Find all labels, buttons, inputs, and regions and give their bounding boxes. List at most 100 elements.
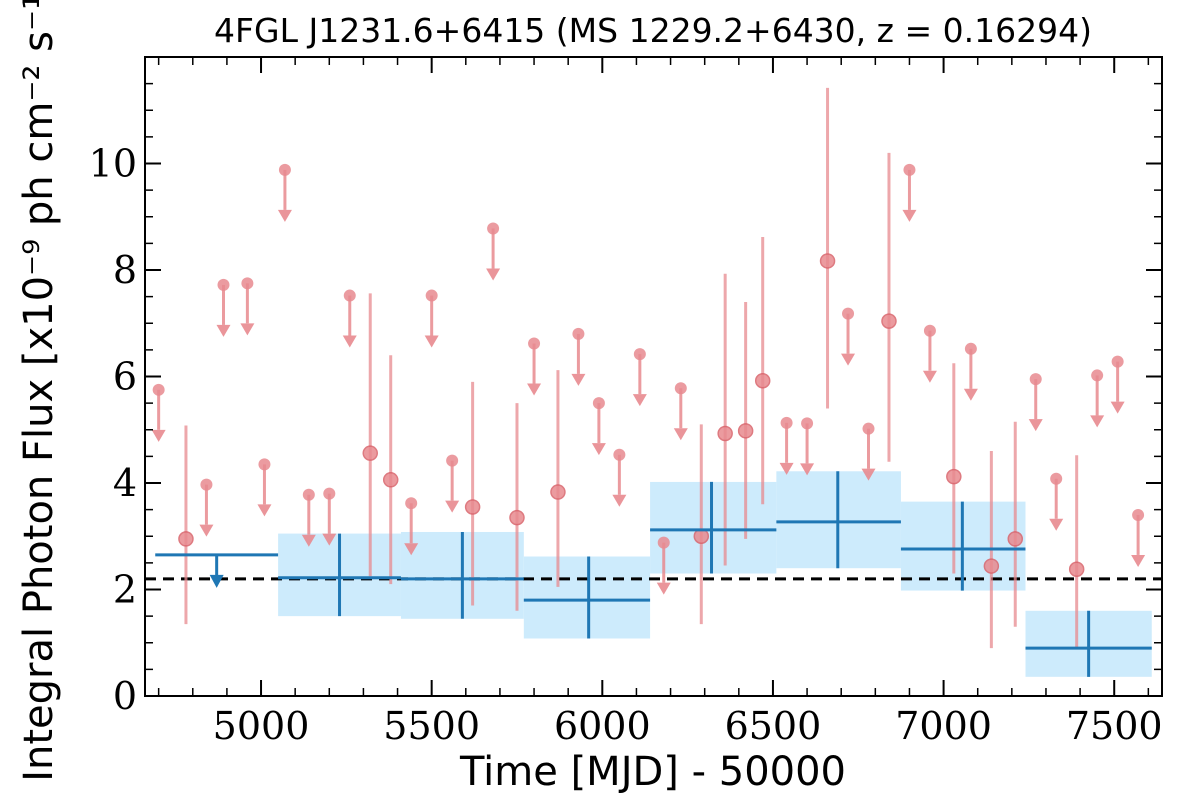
- upper-limit-arrowhead: [1049, 518, 1064, 531]
- upper-limit-arrowhead: [632, 394, 647, 407]
- upper-limit-marker: [572, 327, 585, 340]
- upper-limit-arrowhead: [240, 323, 255, 336]
- short-bin-detection: [819, 87, 836, 409]
- upper-limit-arrowhead: [861, 468, 876, 481]
- y-tick-labels: 0 2 4 6 8 10: [89, 142, 137, 719]
- long-bin-layer: [155, 471, 1152, 677]
- long-bin-upper-limit: [155, 553, 279, 588]
- upper-limit-arrowhead: [779, 462, 794, 475]
- upper-limit-marker: [842, 307, 855, 320]
- long-bin-detection: [278, 533, 401, 617]
- x-tick-labels: 5000 5500 6000 6500 7000 7500: [213, 704, 1163, 748]
- short-bin-upper-limit: [1049, 472, 1064, 531]
- short-bin-upper-limit: [571, 327, 586, 386]
- short-bin-upper-limit: [1131, 508, 1146, 567]
- upper-limit-arrowhead: [216, 324, 231, 337]
- upper-limit-marker: [903, 163, 916, 176]
- upper-limit-marker: [425, 289, 438, 302]
- short-bin-detection: [717, 273, 733, 566]
- upper-limit-marker: [801, 417, 814, 430]
- short-bin-upper-limit: [841, 307, 856, 366]
- long-bin-detection: [900, 501, 1026, 591]
- upper-limit-marker: [528, 337, 541, 350]
- upper-limit-marker: [302, 488, 315, 501]
- upper-limit-marker: [487, 222, 500, 235]
- upper-limit-arrowhead: [209, 574, 224, 588]
- short-bin-detection: [362, 293, 378, 577]
- upper-limit-marker: [405, 497, 418, 510]
- data-point: [382, 472, 399, 488]
- long-bin-detection: [523, 556, 651, 639]
- short-bin-upper-limit: [342, 289, 357, 348]
- short-bin-detection: [464, 381, 481, 606]
- short-bin-upper-limit: [656, 536, 671, 595]
- upper-limit-marker: [241, 277, 254, 290]
- upper-limit-marker: [923, 324, 936, 337]
- long-bin-error-band: [650, 481, 777, 574]
- x-tick-label: 5500: [383, 704, 480, 748]
- x-tick-label: 6500: [725, 704, 822, 748]
- upper-limit-marker: [862, 422, 875, 435]
- upper-limit-marker: [780, 416, 793, 429]
- short-bin-detection: [754, 236, 771, 505]
- upper-limit-arrowhead: [1028, 419, 1043, 432]
- short-bin-upper-limit: [527, 337, 542, 396]
- short-bin-detection: [881, 152, 897, 462]
- short-bin-detection: [178, 425, 194, 625]
- upper-limit-marker: [633, 348, 646, 361]
- upper-limit-marker: [1050, 472, 1063, 485]
- data-point: [178, 531, 194, 547]
- short-bin-detection: [737, 301, 754, 539]
- short-bin-upper-limit: [963, 342, 978, 401]
- y-tick-label: 6: [113, 355, 137, 399]
- data-point: [362, 445, 378, 461]
- x-tick-label: 7000: [895, 704, 992, 748]
- upper-limit-arrowhead: [404, 543, 419, 556]
- data-point: [881, 313, 897, 329]
- upper-limit-arrowhead: [963, 388, 978, 401]
- data-point: [550, 484, 566, 500]
- data-point: [1068, 561, 1085, 578]
- short-bin-upper-limit: [612, 448, 627, 507]
- upper-limit-marker: [674, 382, 687, 395]
- y-axis-label: Integral Photon Flux [x10⁻⁹ ph cm⁻² s⁻¹]: [16, 0, 62, 782]
- short-bin-detection: [550, 370, 566, 587]
- upper-limit-marker: [1091, 369, 1104, 382]
- upper-limit-arrowhead: [1090, 415, 1105, 428]
- upper-limit-marker: [343, 289, 356, 302]
- short-bin-detection: [1007, 421, 1024, 627]
- upper-limit-marker: [200, 478, 213, 491]
- short-bin-upper-limit: [404, 497, 419, 556]
- upper-limit-arrowhead: [612, 494, 627, 507]
- short-bin-upper-limit: [861, 422, 876, 481]
- upper-limit-marker: [258, 458, 271, 471]
- long-bin-detection: [400, 531, 524, 619]
- data-point: [754, 373, 771, 389]
- upper-limit-marker: [592, 397, 605, 410]
- upper-limit-arrowhead: [571, 373, 586, 386]
- y-tick-label: 10: [89, 142, 137, 186]
- upper-limit-arrowhead: [673, 428, 688, 441]
- short-bin-upper-limit: [800, 417, 815, 476]
- upper-limit-arrowhead: [841, 353, 856, 366]
- upper-limit-arrowhead: [424, 335, 439, 348]
- y-tick-label: 4: [113, 461, 137, 505]
- upper-limit-marker: [217, 278, 230, 291]
- axis-ticks: [145, 57, 1162, 697]
- upper-limit-arrowhead: [527, 383, 542, 396]
- short-bin-upper-limit: [151, 383, 166, 442]
- long-bin-error-band: [523, 556, 651, 639]
- short-bin-upper-limit: [486, 222, 501, 281]
- data-point: [737, 423, 754, 439]
- upper-limit-arrowhead: [1131, 554, 1146, 567]
- upper-limit-arrowhead: [322, 533, 337, 546]
- data-point: [509, 509, 525, 526]
- upper-limit-arrowhead: [486, 268, 501, 281]
- data-point: [946, 468, 962, 485]
- short-bin-upper-limit: [902, 163, 917, 222]
- long-bin-detection: [650, 481, 777, 574]
- data-point: [717, 425, 733, 442]
- upper-limit-marker: [152, 383, 165, 396]
- x-tick-label: 5000: [213, 704, 310, 748]
- upper-limit-marker: [964, 342, 977, 355]
